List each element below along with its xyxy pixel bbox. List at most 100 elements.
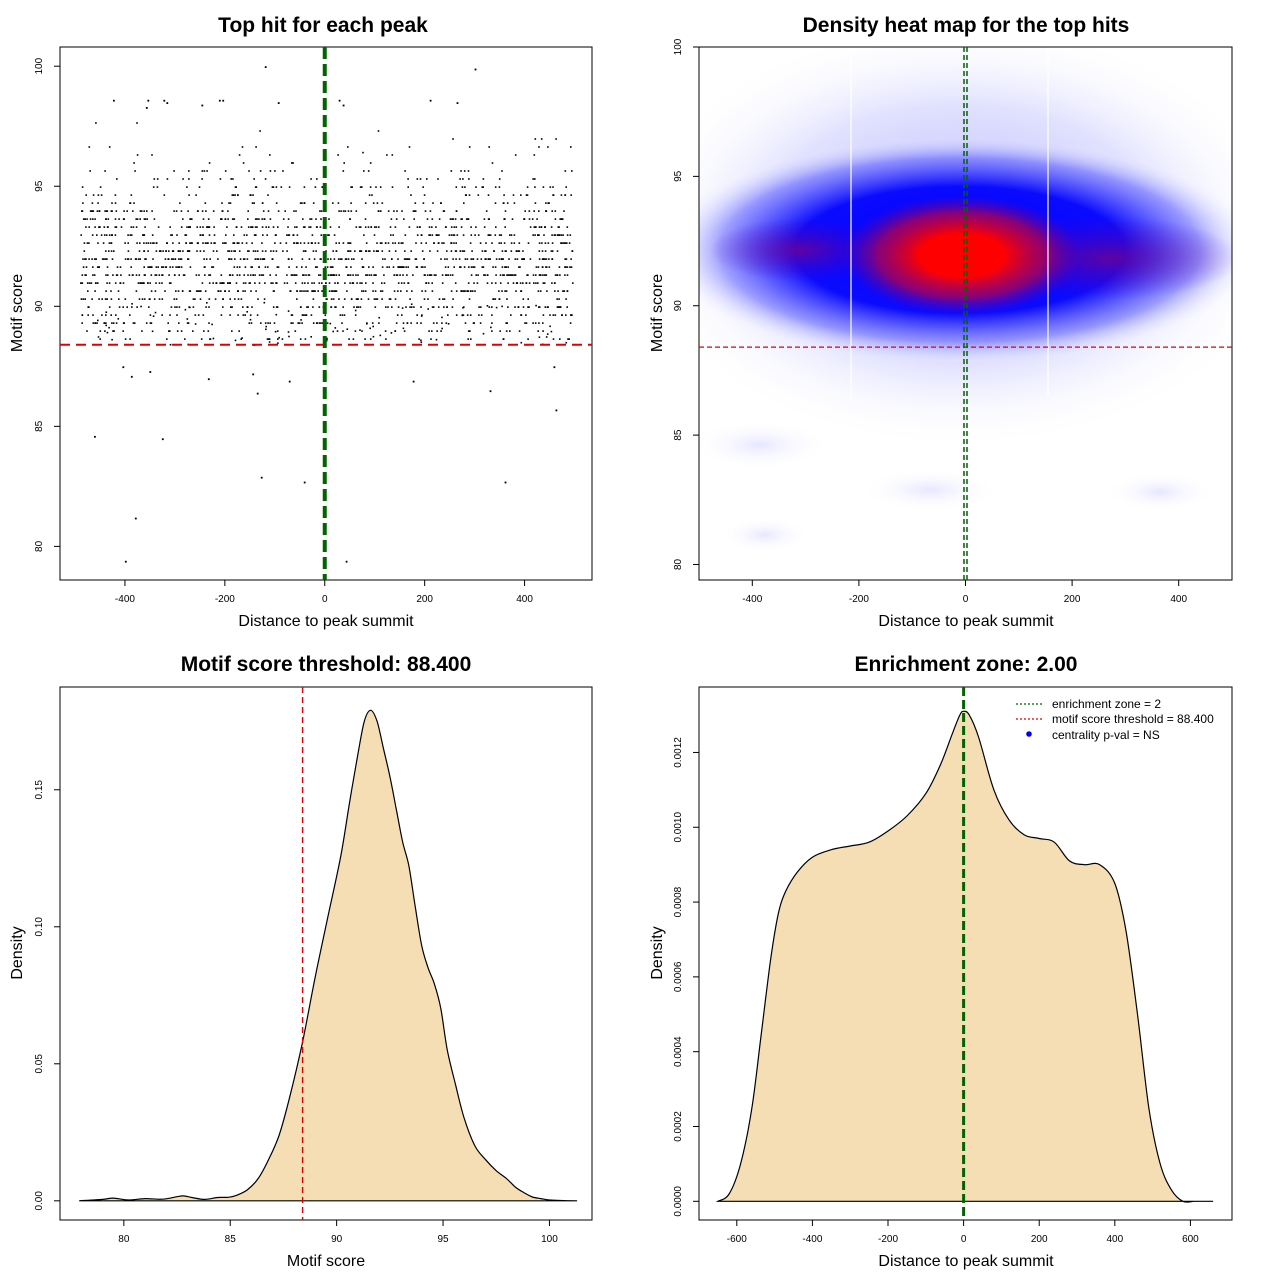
scatter-point bbox=[452, 258, 454, 260]
scatter-point bbox=[238, 250, 241, 252]
scatter-point bbox=[424, 266, 426, 268]
scatter-point bbox=[247, 306, 249, 308]
scatter-point bbox=[238, 274, 241, 276]
scatter-point bbox=[267, 322, 269, 324]
scatter-point bbox=[269, 274, 271, 276]
scatter-point bbox=[462, 178, 464, 180]
scatter-point bbox=[81, 282, 84, 284]
scatter-point bbox=[291, 162, 293, 164]
scatter-point bbox=[532, 322, 534, 324]
scatter-point bbox=[166, 242, 168, 244]
scatter-point bbox=[287, 218, 290, 220]
scatter-point bbox=[554, 314, 557, 316]
scatter-point bbox=[397, 290, 399, 292]
scatter-point bbox=[478, 306, 480, 308]
scatter-point bbox=[326, 298, 328, 300]
scatter-point bbox=[473, 282, 475, 284]
scatter-point bbox=[303, 186, 306, 188]
scatter-point bbox=[275, 313, 278, 316]
scatter-point bbox=[525, 314, 527, 316]
score-density-y-axis: 0.000.050.100.15 bbox=[34, 780, 60, 1211]
scatter-point bbox=[495, 274, 497, 276]
scatter-point bbox=[304, 282, 306, 284]
scatter-point bbox=[414, 210, 417, 212]
scatter-point bbox=[514, 306, 516, 308]
scatter-point bbox=[161, 266, 163, 268]
scatter-point bbox=[248, 322, 251, 324]
scatter-point bbox=[363, 170, 365, 172]
scatter-point bbox=[369, 327, 371, 330]
scatter-point bbox=[105, 234, 108, 236]
scatter-point bbox=[163, 99, 166, 102]
scatter-point bbox=[562, 242, 565, 244]
scatter-point bbox=[502, 274, 504, 276]
scatter-point bbox=[486, 282, 489, 284]
scatter-point bbox=[158, 250, 161, 252]
scatter-point bbox=[135, 274, 138, 276]
scatter-point bbox=[440, 258, 442, 260]
scatter-point bbox=[155, 242, 158, 244]
scatter-point bbox=[545, 258, 548, 260]
scatter-point bbox=[432, 202, 434, 204]
scatter-point bbox=[538, 306, 541, 308]
scatter-point bbox=[108, 250, 110, 252]
scatter-point bbox=[303, 290, 305, 292]
scatter-point bbox=[392, 242, 394, 244]
scatter-panel: Top hit for each peak -400 -200 0 200 400 80… bbox=[9, 14, 593, 630]
scatter-point bbox=[202, 242, 204, 244]
scatter-point bbox=[112, 274, 114, 276]
scatter-point bbox=[194, 298, 196, 300]
scatter-point bbox=[180, 266, 183, 268]
scatter-point bbox=[566, 226, 569, 228]
scatter-point bbox=[416, 314, 418, 316]
scatter-point bbox=[464, 322, 467, 324]
scatter-point bbox=[504, 266, 506, 268]
scatter-point bbox=[220, 314, 223, 316]
scatter-point bbox=[319, 258, 322, 260]
scatter-point bbox=[453, 226, 456, 228]
scatter-point bbox=[342, 210, 345, 212]
scatter-point bbox=[400, 266, 402, 268]
legend-enrichment-label: enrichment zone = 2 bbox=[1052, 697, 1161, 711]
scatter-point bbox=[547, 146, 549, 148]
scatter-point bbox=[561, 242, 563, 244]
scatter-point bbox=[444, 266, 447, 268]
scatter-point bbox=[418, 338, 420, 340]
scatter-point bbox=[207, 330, 210, 332]
scatter-point bbox=[129, 338, 131, 340]
scatter-point bbox=[91, 258, 93, 260]
scatter-point bbox=[381, 266, 384, 268]
scatter-point bbox=[397, 266, 399, 268]
scatter-point bbox=[179, 202, 181, 204]
scatter-point bbox=[247, 218, 249, 220]
scatter-point bbox=[570, 258, 572, 260]
scatter-point bbox=[275, 186, 278, 188]
scatter-point bbox=[500, 258, 503, 260]
scatter-point bbox=[552, 338, 555, 340]
scatter-point bbox=[464, 290, 466, 292]
scatter-point bbox=[308, 258, 311, 260]
scatter-point bbox=[92, 210, 95, 212]
scatter-point bbox=[169, 266, 171, 268]
scatter-point bbox=[158, 298, 161, 300]
scatter-point bbox=[509, 330, 511, 332]
scatter-point bbox=[106, 331, 109, 334]
scatter-point bbox=[461, 314, 464, 316]
scatter-point bbox=[426, 178, 428, 180]
scatter-point bbox=[507, 306, 509, 308]
scatter-point bbox=[182, 218, 184, 220]
scatter-point bbox=[238, 154, 241, 156]
scatter-point bbox=[153, 178, 156, 180]
scatter-point bbox=[462, 290, 464, 292]
scatter-point bbox=[370, 274, 373, 276]
scatter-point bbox=[361, 330, 363, 332]
y-tick-label: 0.0002 bbox=[673, 1111, 684, 1142]
scatter-point bbox=[82, 298, 85, 300]
scatter-point bbox=[313, 290, 315, 292]
scatter-point bbox=[164, 290, 166, 292]
scatter-point bbox=[494, 266, 497, 268]
scatter-point bbox=[303, 481, 306, 484]
scatter-point bbox=[240, 226, 243, 228]
scatter-point bbox=[139, 218, 141, 220]
